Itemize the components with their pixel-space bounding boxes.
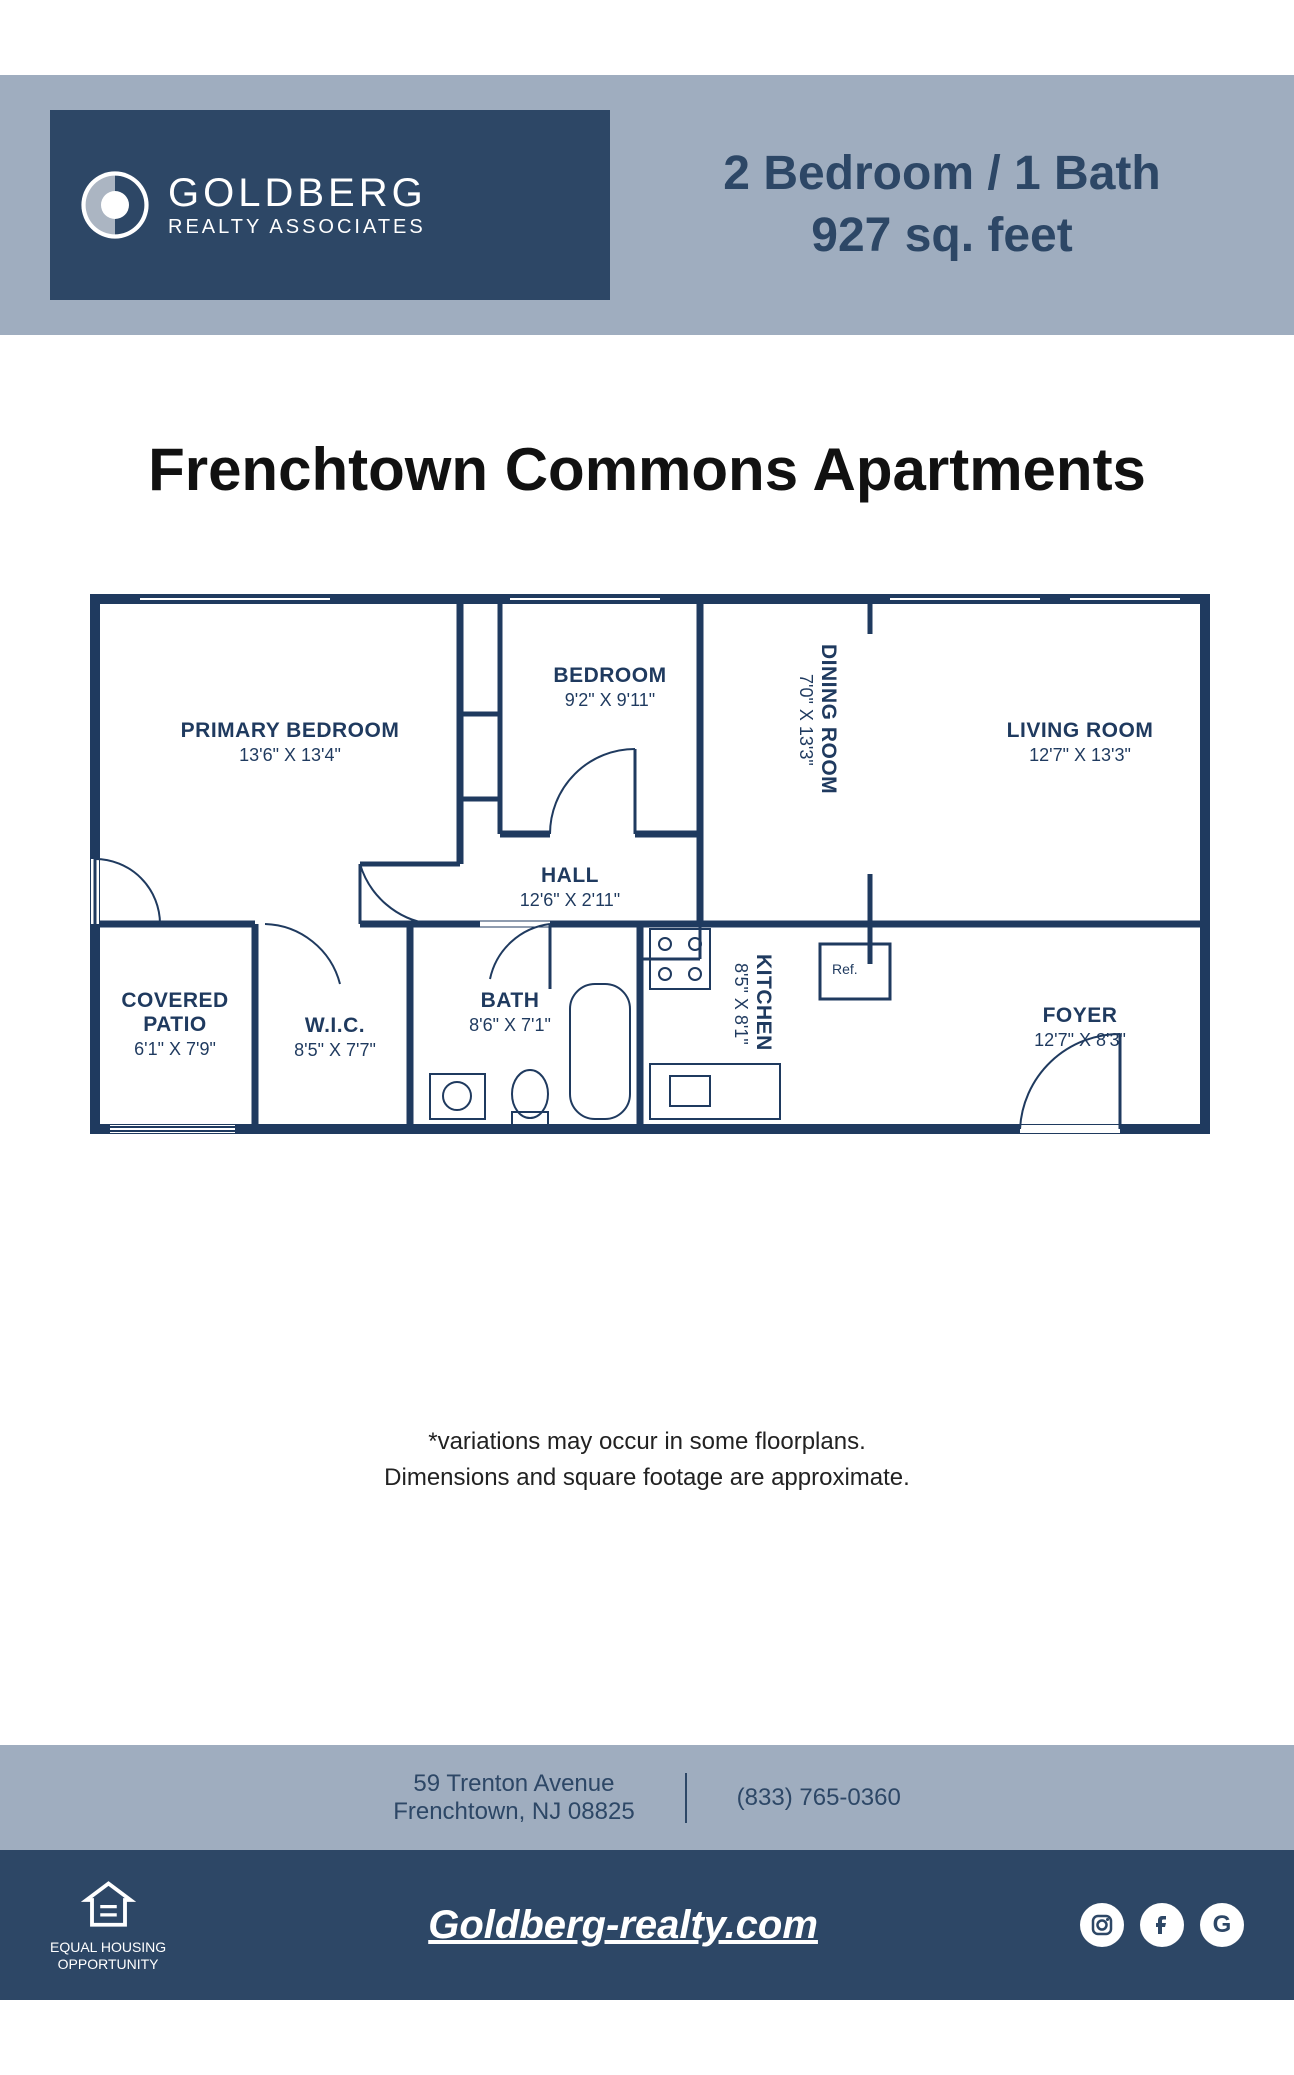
ref-label: Ref. — [832, 961, 858, 977]
bottom-bar: EQUAL HOUSING OPPORTUNITY Goldberg-realt… — [0, 1850, 1294, 2000]
phone-number: (833) 765-0360 — [737, 1784, 901, 1812]
room-hall: HALL 12'6" X 2'11" — [480, 864, 660, 911]
disclaimer: *variations may occur in some floorplans… — [0, 1424, 1294, 1496]
room-covered-patio: COVERED PATIO 6'1" X 7'9" — [105, 989, 245, 1060]
floorplan-container: PRIMARY BEDROOM 13'6" X 13'4" BEDROOM 9'… — [0, 584, 1294, 1144]
divider — [685, 1773, 687, 1823]
facebook-icon[interactable] — [1140, 1903, 1184, 1947]
spec-bedbath: 2 Bedroom / 1 Bath — [640, 143, 1244, 205]
company-name: GOLDBERG — [168, 171, 427, 216]
instagram-icon[interactable] — [1080, 1903, 1124, 1947]
disclaimer-line1: *variations may occur in some floorplans… — [0, 1424, 1294, 1460]
website-link[interactable]: Goldberg-realty.com — [166, 1903, 1080, 1948]
room-bedroom: BEDROOM 9'2" X 9'11" — [530, 664, 690, 711]
room-foyer: FOYER 12'7" X 8'3" — [1000, 1004, 1160, 1051]
social-icons: G — [1080, 1903, 1244, 1947]
logo-text: GOLDBERG REALTY ASSOCIATES — [168, 171, 427, 239]
company-subtitle: REALTY ASSOCIATES — [168, 216, 427, 239]
eho-text: EQUAL HOUSING OPPORTUNITY — [50, 1939, 166, 1973]
footer: 59 Trenton Avenue Frenchtown, NJ 08825 (… — [0, 1745, 1294, 2000]
room-wic: W.I.C. 8'5" X 7'7" — [275, 1014, 395, 1061]
header-banner: GOLDBERG REALTY ASSOCIATES 2 Bedroom / 1… — [0, 75, 1294, 335]
equal-housing-icon — [81, 1878, 136, 1933]
room-dining-room: DINING ROOM 7'0" X 13'3" — [795, 644, 840, 794]
address-line2: Frenchtown, NJ 08825 — [393, 1798, 634, 1826]
address-block: 59 Trenton Avenue Frenchtown, NJ 08825 — [393, 1770, 634, 1826]
google-icon[interactable]: G — [1200, 1903, 1244, 1947]
property-title: Frenchtown Commons Apartments — [40, 435, 1254, 504]
floorplan: PRIMARY BEDROOM 13'6" X 13'4" BEDROOM 9'… — [80, 584, 1220, 1144]
address-line1: 59 Trenton Avenue — [393, 1770, 634, 1798]
room-kitchen: KITCHEN 8'5" X 8'1" — [730, 954, 775, 1051]
disclaimer-line2: Dimensions and square footage are approx… — [0, 1460, 1294, 1496]
unit-specs: 2 Bedroom / 1 Bath 927 sq. feet — [640, 143, 1244, 268]
company-logo-icon — [80, 170, 150, 240]
spec-sqft: 927 sq. feet — [640, 205, 1244, 267]
room-living-room: LIVING ROOM 12'7" X 13'3" — [980, 719, 1180, 766]
room-bath: BATH 8'6" X 7'1" — [450, 989, 570, 1036]
contact-bar: 59 Trenton Avenue Frenchtown, NJ 08825 (… — [0, 1745, 1294, 1850]
logo-box: GOLDBERG REALTY ASSOCIATES — [50, 110, 610, 300]
room-primary-bedroom: PRIMARY BEDROOM 13'6" X 13'4" — [180, 719, 400, 766]
equal-housing-block: EQUAL HOUSING OPPORTUNITY — [50, 1878, 166, 1973]
